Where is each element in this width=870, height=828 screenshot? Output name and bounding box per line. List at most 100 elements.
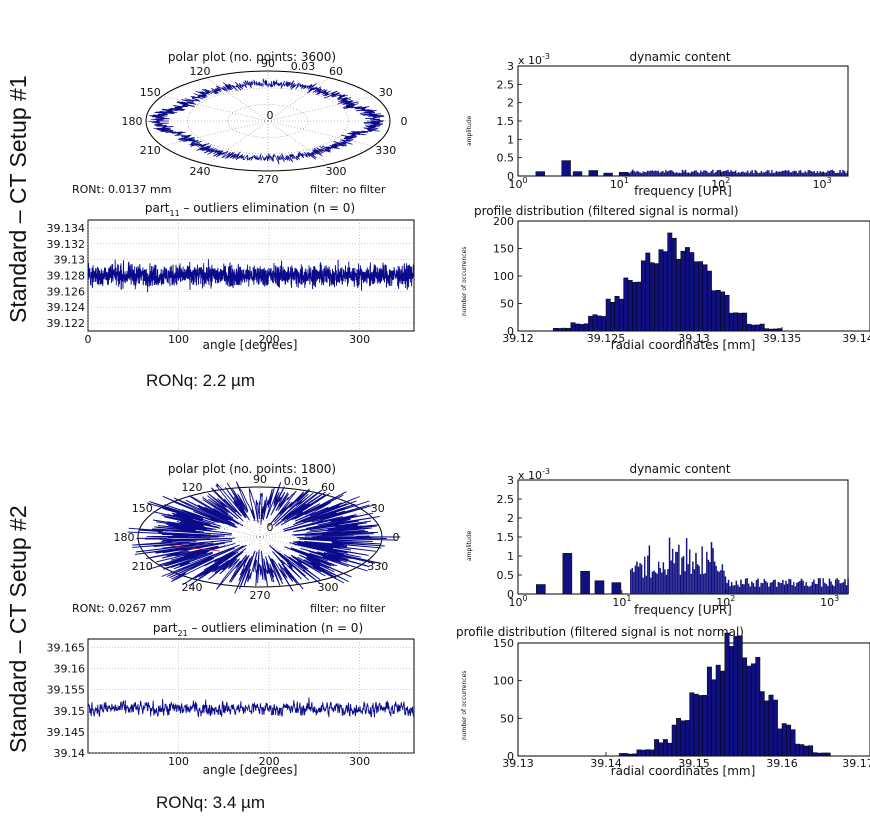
histogram-bar [777,728,783,757]
spectrum-bar [633,170,635,177]
histogram-bar [715,289,721,332]
histogram-bar [812,752,818,757]
x-tick-label: 39.17 [842,757,870,770]
polar-caption-ront: RONt: 0.0137 mm [72,183,171,196]
spectrum-bar [706,170,708,177]
dynamic-ticks: 0 0.5 1 1.5 2 2.5 3 100 101 102 103 [497,474,840,609]
polar-spoke [267,95,374,122]
spectrum-bar [785,580,787,595]
histogram-bar [640,260,646,332]
polar-spoke [198,493,261,538]
spectrum-bar [685,538,688,595]
spectrum-bar [687,172,690,177]
histogram-bar [636,281,642,332]
spectrum-bar [736,173,738,177]
histogram-bar [737,312,743,332]
histogram-bar [676,718,682,757]
spectrum-bar [667,568,669,595]
histogram-bar [728,646,734,757]
spectrum-bar [634,172,637,177]
spectrum-bar [665,574,668,595]
histogram-bar [574,323,580,332]
spectrum-bar [789,579,792,595]
spectrum-bar [653,570,655,595]
histogram-bar [693,261,699,332]
dynamic-ticks: 0 0.5 1 1.5 2 2.5 3 100 101 102 103 [497,60,832,191]
x-tick-label: 100 [508,594,527,609]
spectrum-bar [771,582,773,595]
x-tick-label: 101 [612,594,631,609]
histogram-bar [671,237,677,332]
polar-angle-label: 30 [371,502,385,515]
spectrum-bar [810,585,812,595]
spectrum-bar [734,585,736,595]
spectrum-bar [775,586,778,595]
spectrum-bar [665,170,667,177]
spectrum-bar [786,583,789,595]
spectrum-bar [636,561,638,595]
histogram-bar [737,635,743,757]
spectrum-bar [793,582,795,595]
histogram-bar [588,315,594,332]
polar-red-mark [164,544,221,552]
histogram-bar [583,323,589,332]
spectrum-bar [668,537,671,595]
spectrum-bar [535,171,545,177]
y-tick-label: 39.124 [47,301,86,314]
spectrum-bar [766,170,769,177]
spectrum-bar [749,171,752,177]
spectrum-bar [689,173,691,177]
spectrum-bar [799,580,801,595]
histogram-bar [579,324,585,332]
spectrum-bar [801,172,803,177]
histogram-bar [742,312,748,332]
spectrum-bar [730,170,732,177]
histogram-bar [552,328,558,332]
y-tick-label: 39.134 [47,222,86,235]
spectrum-bar [831,584,834,595]
spectrum-bar [670,560,672,595]
spectrum-bar [692,171,694,177]
spectrum-bar [728,172,731,177]
spectrum-bar [807,170,809,177]
spectrum-bar [630,171,632,177]
x-tick-label: 200 [259,755,280,768]
dynamic-exponent: x 10-3 [518,467,550,482]
spectrum-bar [845,585,848,595]
histogram-bar [662,739,668,757]
spectrum-bar [813,170,816,177]
spectrum-bar [791,585,793,595]
y-tick-label: 50 [500,298,514,311]
spectrum-bar [763,172,766,177]
histogram-bar [658,742,664,757]
histogram-bar [605,298,611,332]
histogram-bar [759,323,765,332]
spectrum-bar [783,584,786,595]
spectrum-bar [789,172,791,177]
spectrum-bar [653,171,655,177]
spectrum-bar [838,579,840,595]
spectrum-bar [718,170,720,177]
histogram-bar [680,720,686,757]
spectrum-bar [709,562,711,595]
histogram-bar [566,328,572,332]
spectrum-bar [771,170,773,177]
y-tick-label: 150 [493,637,514,650]
polar-caption-filter: filter: no filter [310,602,386,615]
y-tick-label: 0.5 [497,569,515,582]
spectrum-bar [594,580,605,595]
polar-trace-line [148,78,385,165]
profile-title: part21 – outliers elimination (n = 0) [153,621,363,638]
spectrum-bar [656,573,658,595]
spectrum-bar [840,172,843,177]
spectrum-bar [769,173,772,177]
spectrum-bar [740,579,742,595]
spectrum-bar [809,170,811,177]
spectrum-bar [794,586,797,595]
spectrum-bar [675,551,677,595]
spectrum-bar [752,583,755,595]
histogram-bar [658,249,664,332]
spectrum-bar [824,582,826,595]
setup1-profile-chart: part11 – outliers elimination (n = 0) 39… [47,201,415,352]
y-tick-label: 1 [507,550,514,563]
